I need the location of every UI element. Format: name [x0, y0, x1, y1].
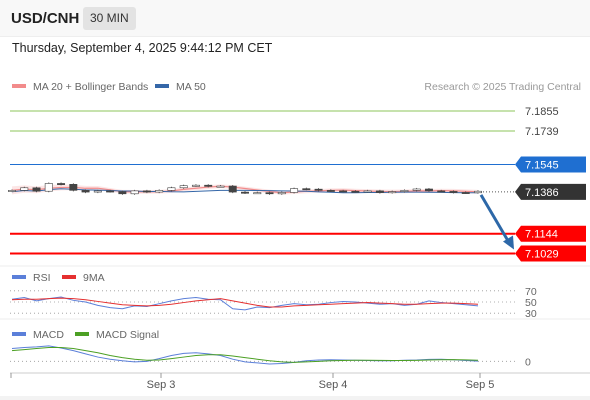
symbol-label: USD/CNH [11, 10, 80, 27]
candle-body [424, 188, 433, 192]
legend-swatch-1 [12, 84, 26, 88]
rsi-tick-50: 50 [525, 297, 537, 309]
candle-body [400, 190, 409, 192]
x-tick-label-3: Sep 5 [466, 379, 495, 391]
candle-body [179, 185, 188, 189]
ma20-line [11, 185, 479, 194]
candle-body [326, 190, 335, 192]
macd-legend-label-1: MACD [33, 329, 64, 341]
legend-label-2: MA 50 [176, 81, 206, 93]
credit-text: Research © 2025 Trading Central [424, 81, 581, 93]
header-bar: USD/CNH 30 MIN [0, 0, 590, 37]
candle-body [228, 185, 237, 193]
candle-body [302, 188, 311, 191]
forecast-arrow-shaft [479, 194, 511, 244]
level-tag-7.1029 [515, 245, 586, 262]
macd-series-signal [11, 346, 479, 363]
candle-body [412, 188, 421, 191]
candle-body [69, 184, 78, 191]
candle-body [375, 190, 384, 193]
rsi-tick-70: 70 [525, 286, 537, 298]
candle-body [474, 190, 482, 194]
candle-body [142, 190, 151, 193]
level-label-7.1144: 7.1144 [525, 229, 558, 241]
candle-body [363, 190, 372, 193]
candle-body [44, 183, 53, 192]
candle-body [253, 192, 262, 195]
rsi-legend-label-2: 9MA [83, 272, 105, 284]
candle-body [241, 191, 249, 194]
rsi-series-9ma [11, 297, 479, 308]
macd-legend-label-2: MACD Signal [96, 329, 159, 341]
candle-body [191, 184, 200, 187]
x-tick-label-2: Sep 4 [319, 379, 348, 391]
candle-body [155, 190, 164, 193]
interval-button[interactable]: 30 MIN [83, 7, 136, 30]
level-tag-7.1144 [515, 225, 586, 242]
candle-body [32, 187, 41, 192]
ma50-line [11, 188, 479, 194]
level-label-7.1545: 7.1545 [525, 159, 559, 171]
legend-label-1: MA 20 + Bollinger Bands [33, 81, 148, 93]
rsi-tick-30: 30 [525, 308, 537, 320]
candle-body [106, 190, 115, 193]
candle-body [351, 190, 360, 193]
candle-body [20, 187, 29, 191]
level-label-7.1386: 7.1386 [525, 187, 559, 199]
candle-body [290, 188, 299, 193]
rsi-legend-swatch-1 [12, 275, 26, 279]
x-tick-label-1: Sep 3 [147, 379, 176, 391]
level-tag-7.1545 [515, 156, 586, 173]
legend-swatch-2 [155, 84, 169, 88]
candle-body [8, 190, 16, 192]
candle-body [437, 190, 446, 193]
candle-body [204, 184, 213, 187]
candle-body [265, 192, 274, 195]
candle-body [130, 190, 139, 195]
candle-body [81, 190, 90, 193]
candle-body [388, 191, 397, 194]
level-label-7.1739: 7.1739 [525, 126, 559, 138]
macd-series-macd [11, 345, 479, 365]
rsi-series-rsi [11, 296, 479, 311]
candle-body [277, 192, 286, 195]
bottom-strip [0, 396, 590, 400]
macd-legend-swatch-2 [75, 332, 89, 336]
macd-legend-swatch-1 [12, 332, 26, 336]
level-label-7.1855: 7.1855 [525, 106, 559, 118]
candle-body [93, 190, 102, 193]
candle-body [461, 192, 470, 194]
timestamp: Thursday, September 4, 2025 9:44:12 PM C… [12, 41, 273, 55]
level-tag-7.1386 [515, 183, 586, 200]
candle-body [167, 187, 176, 191]
candle-body [314, 188, 323, 191]
macd-tick-0: 0 [525, 356, 531, 368]
rsi-legend-label-1: RSI [33, 272, 51, 284]
candle-body [216, 185, 225, 188]
rsi-legend-swatch-2 [62, 275, 76, 279]
level-label-7.1029: 7.1029 [525, 249, 559, 261]
forecast-arrowhead [503, 235, 514, 250]
candle-body [449, 191, 458, 193]
candle-body [339, 190, 348, 193]
candle-body [57, 183, 66, 185]
candle-body [118, 191, 127, 195]
